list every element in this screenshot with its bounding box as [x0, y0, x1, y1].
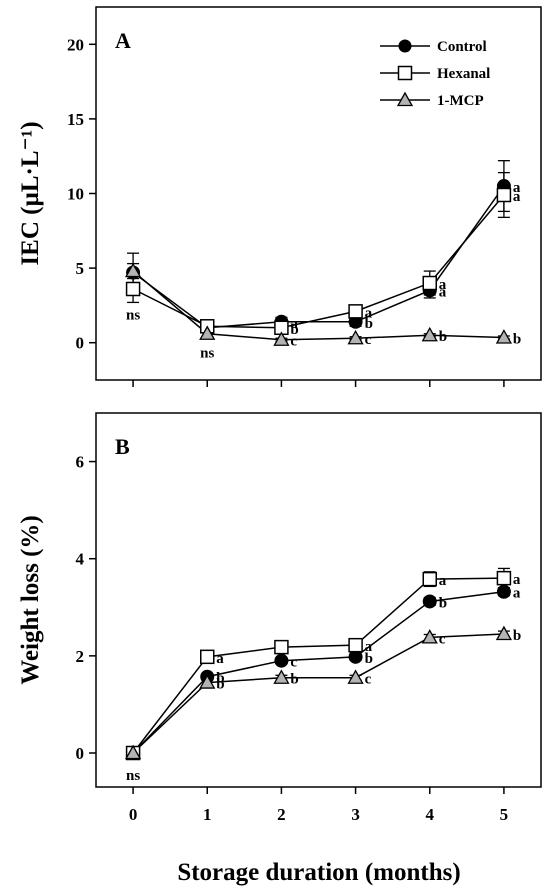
series-line [132, 577, 504, 754]
significance-letter: b [216, 671, 224, 687]
hexanal-marker [348, 304, 363, 319]
significance-letter: c [290, 655, 297, 671]
significance-letter: b [513, 628, 521, 644]
y-tick-label: 2 [76, 647, 85, 666]
hexanal-marker [422, 275, 437, 291]
legend-square-marker [397, 65, 413, 81]
significance-letter: b [290, 322, 298, 338]
significance-letter: a [513, 180, 521, 196]
x-axis-title: Storage duration (months) [177, 859, 460, 886]
mcp-marker [124, 262, 142, 278]
mcp-marker [421, 629, 438, 644]
significance-letter: b [216, 677, 224, 693]
series-line [132, 590, 505, 754]
mcp-marker [124, 744, 142, 760]
hexanal-marker [274, 639, 289, 655]
hexanal-marker [496, 187, 512, 203]
significance-letter: b [439, 329, 447, 345]
series-line [132, 194, 505, 329]
significance-letter: c [365, 672, 372, 688]
significance-letter: a [513, 586, 521, 602]
hexanal-marker [200, 649, 215, 665]
mcp-marker [495, 625, 513, 641]
panel-label: A [115, 28, 131, 53]
significance-letter: a [290, 316, 298, 332]
hexanal-marker [348, 637, 363, 653]
significance-letter: b [513, 331, 521, 347]
x-tick-label: 5 [500, 805, 509, 824]
mcp-marker [273, 331, 290, 346]
mcp-marker [347, 669, 364, 684]
series-line [132, 633, 504, 754]
significance-letter: ns [126, 308, 140, 324]
significance-letter: b [290, 672, 298, 688]
significance-letter: a [365, 639, 373, 655]
plot-frame [95, 6, 542, 381]
y-tick-label: 6 [76, 453, 85, 472]
significance-letter: a [439, 573, 447, 589]
control-marker [274, 653, 289, 668]
mcp-marker [273, 669, 290, 684]
x-tick-label: 4 [426, 805, 435, 824]
legend-triangle-marker [396, 91, 414, 107]
y-tick-label: 5 [76, 259, 85, 278]
significance-letter: a [513, 572, 521, 588]
significance-letter: a [365, 305, 373, 321]
significance-letter: ns [126, 768, 140, 784]
mcp-marker [421, 326, 438, 342]
y-axis-title: IEC (µL·L⁻¹) [17, 121, 44, 265]
x-tick-label: 3 [351, 805, 360, 824]
y-tick-label: 0 [76, 744, 85, 763]
x-tick-label: 1 [203, 805, 212, 824]
legend-label: 1-MCP [437, 93, 484, 109]
control-marker [496, 584, 511, 599]
control-marker [422, 594, 437, 609]
significance-letter: c [439, 631, 446, 647]
y-tick-label: 15 [67, 110, 84, 129]
hexanal-marker [422, 571, 437, 587]
mcp-marker [199, 325, 216, 340]
plot-frame [95, 412, 542, 788]
significance-letter: b [365, 651, 373, 667]
legend-label: Control [437, 39, 487, 55]
significance-letter: a [439, 277, 447, 293]
significance-letter: a [439, 284, 447, 300]
legend-label: Hexanal [437, 66, 490, 82]
mcp-marker [199, 674, 216, 689]
series-line [132, 270, 504, 341]
significance-letter: b [439, 595, 447, 611]
y-axis-title: Weight loss (%) [17, 515, 44, 684]
significance-letter: ns [200, 346, 214, 362]
series-line [132, 185, 505, 329]
significance-letter: a [513, 189, 521, 205]
significance-letter: c [365, 332, 372, 348]
x-tick-label: 0 [129, 805, 138, 824]
legend-circle-marker [398, 39, 412, 53]
y-tick-label: 4 [76, 550, 85, 569]
hexanal-marker [496, 570, 512, 586]
mcp-marker [495, 329, 513, 344]
y-tick-label: 0 [76, 334, 85, 353]
y-tick-label: 20 [67, 35, 84, 54]
y-tick-label: 10 [67, 185, 84, 204]
x-tick-label: 2 [277, 805, 286, 824]
panel-label: B [115, 434, 130, 459]
hexanal-marker [125, 281, 141, 297]
significance-letter: a [216, 651, 224, 667]
mcp-marker [347, 329, 364, 345]
significance-letter: c [290, 334, 297, 350]
significance-letter: b [365, 316, 373, 332]
